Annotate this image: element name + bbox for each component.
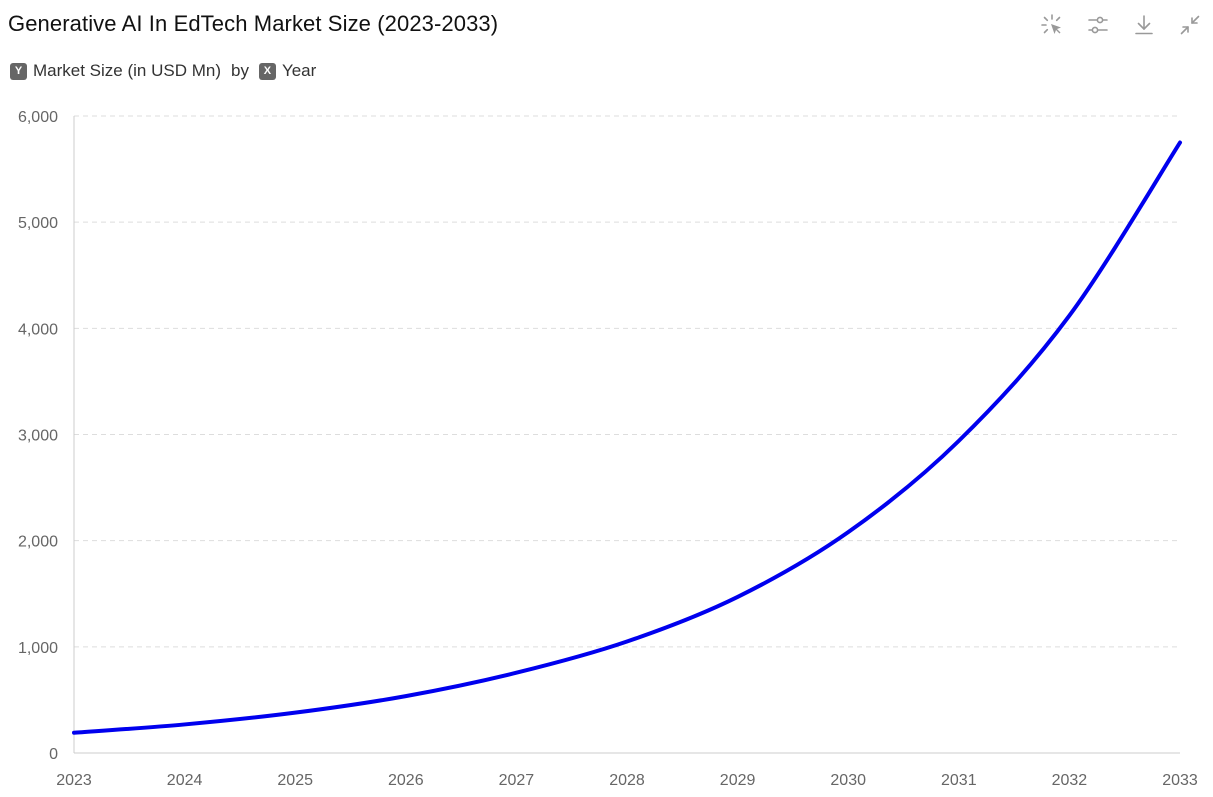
x-tick-label: 2027 xyxy=(499,772,535,789)
y-tick-label: 4,000 xyxy=(18,321,58,338)
x-tick-label: 2025 xyxy=(277,772,313,789)
data-point-2026 xyxy=(403,693,409,699)
collapse-icon[interactable] xyxy=(1177,12,1203,38)
y-tick-label: 1,000 xyxy=(18,640,58,657)
data-point-2023 xyxy=(71,730,77,736)
y-axis-label: Market Size (in USD Mn) xyxy=(33,61,221,80)
data-point-2033 xyxy=(1177,140,1183,146)
x-tick-label: 2026 xyxy=(388,772,424,789)
x-axis-badge: X xyxy=(258,62,276,80)
x-axis-label: Year xyxy=(281,61,317,80)
axis-description: Y Market Size (in USD Mn) by X Year xyxy=(10,61,320,81)
series-line-market-size xyxy=(72,140,1182,735)
x-tick-label: 2033 xyxy=(1162,772,1198,789)
x-tick-label: 2031 xyxy=(941,772,977,789)
chart-toolbar xyxy=(1039,12,1203,38)
y-tick-label: 3,000 xyxy=(18,428,58,445)
x-tick-label: 2030 xyxy=(830,772,866,789)
chart-title: Generative AI In EdTech Market Size (202… xyxy=(8,11,499,36)
y-tick-label: 6,000 xyxy=(18,109,58,126)
y-axis-badge: Y xyxy=(10,62,27,80)
x-tick-label: 2028 xyxy=(609,772,645,789)
data-point-2024 xyxy=(182,721,188,727)
x-tick-label: 2032 xyxy=(1052,772,1088,789)
data-point-2032 xyxy=(1066,313,1072,319)
data-point-2025 xyxy=(292,710,298,716)
sliders-icon[interactable] xyxy=(1085,12,1111,38)
y-tick-label: 2,000 xyxy=(18,534,58,551)
download-icon[interactable] xyxy=(1131,12,1157,38)
data-point-2028 xyxy=(624,639,630,645)
x-tick-label: 2024 xyxy=(167,772,203,789)
x-tick-label: 2023 xyxy=(56,772,92,789)
y-tick-label: 0 xyxy=(49,746,58,763)
data-point-2029 xyxy=(735,594,741,600)
data-point-2027 xyxy=(513,670,519,676)
by-text: by xyxy=(230,61,249,80)
pointer-select-icon[interactable] xyxy=(1039,12,1065,38)
data-point-2030 xyxy=(845,529,851,535)
x-tick-label: 2029 xyxy=(720,772,756,789)
y-tick-label: 5,000 xyxy=(18,215,58,232)
data-point-2031 xyxy=(956,438,962,444)
